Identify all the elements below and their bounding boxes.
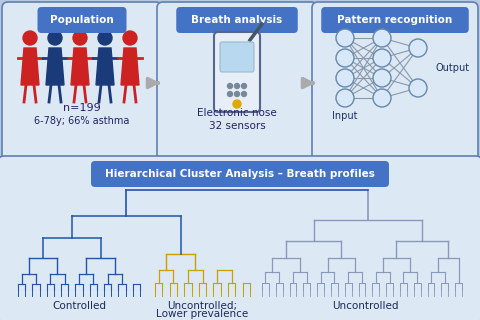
Circle shape [73, 31, 87, 45]
Text: Population: Population [50, 15, 114, 25]
Text: Hierarchical Cluster Analysis – Breath profiles: Hierarchical Cluster Analysis – Breath p… [105, 169, 375, 179]
Circle shape [336, 69, 354, 87]
Text: Electronic nose: Electronic nose [197, 108, 277, 118]
FancyBboxPatch shape [176, 7, 298, 33]
FancyBboxPatch shape [220, 42, 254, 72]
FancyBboxPatch shape [312, 2, 478, 164]
FancyBboxPatch shape [214, 32, 260, 112]
Text: Uncontrolled: Uncontrolled [332, 301, 398, 311]
Text: 6-78y; 66% asthma: 6-78y; 66% asthma [34, 116, 130, 126]
Circle shape [336, 29, 354, 47]
Polygon shape [21, 48, 39, 85]
Text: Breath analysis: Breath analysis [192, 15, 283, 25]
Polygon shape [96, 48, 114, 85]
Text: 32 sensors: 32 sensors [209, 121, 265, 131]
Circle shape [48, 31, 62, 45]
Circle shape [23, 31, 37, 45]
FancyBboxPatch shape [157, 2, 317, 164]
Text: Lower prevalence: Lower prevalence [156, 309, 248, 319]
Text: Input: Input [332, 111, 358, 121]
Text: Output: Output [436, 63, 470, 73]
FancyBboxPatch shape [2, 2, 162, 164]
Circle shape [373, 29, 391, 47]
Text: Controlled: Controlled [52, 301, 106, 311]
Circle shape [228, 92, 232, 97]
Circle shape [235, 92, 240, 97]
Text: Pattern recognition: Pattern recognition [337, 15, 453, 25]
Circle shape [98, 31, 112, 45]
Polygon shape [46, 48, 64, 85]
Circle shape [409, 39, 427, 57]
Text: Uncontrolled;: Uncontrolled; [167, 301, 237, 311]
Circle shape [123, 31, 137, 45]
FancyBboxPatch shape [0, 156, 480, 320]
Circle shape [233, 100, 241, 108]
Circle shape [336, 49, 354, 67]
Polygon shape [71, 48, 89, 85]
FancyBboxPatch shape [37, 7, 127, 33]
FancyBboxPatch shape [321, 7, 469, 33]
FancyBboxPatch shape [91, 161, 389, 187]
Polygon shape [121, 48, 139, 85]
Circle shape [241, 84, 247, 89]
Text: n=199: n=199 [63, 103, 101, 113]
Circle shape [241, 92, 247, 97]
Circle shape [373, 89, 391, 107]
Circle shape [409, 79, 427, 97]
Circle shape [373, 69, 391, 87]
Circle shape [336, 89, 354, 107]
Circle shape [373, 49, 391, 67]
Circle shape [235, 84, 240, 89]
Circle shape [228, 84, 232, 89]
